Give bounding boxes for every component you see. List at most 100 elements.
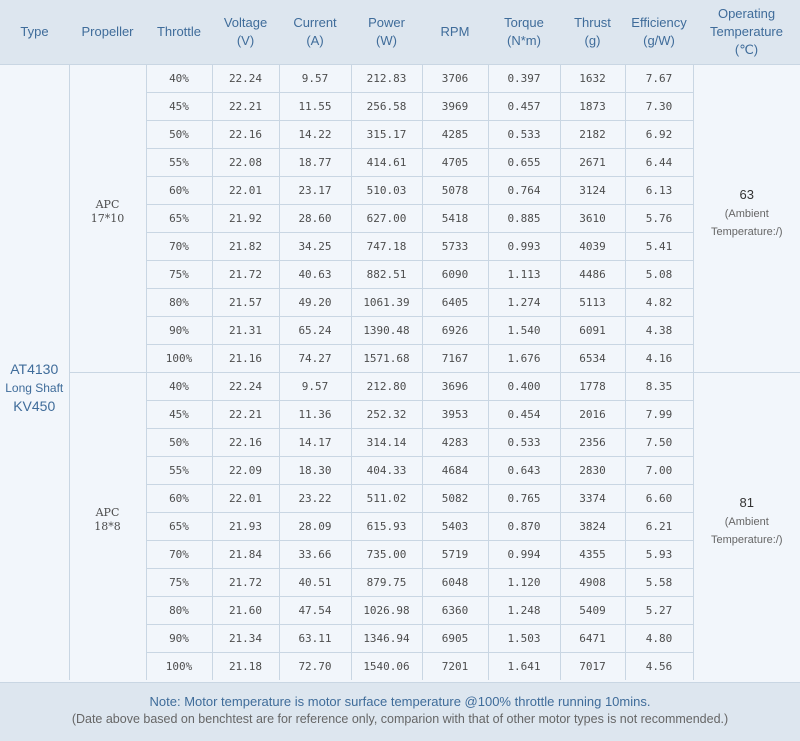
- header-current: Current (A): [279, 0, 351, 65]
- thrust-cell: 2671: [559, 148, 625, 177]
- table-row: 100% 21.16 74.27 1571.68 7167 1.676 6534 4.16: [0, 344, 800, 373]
- torque-cell: 1.274: [487, 288, 560, 317]
- current-cell: 23.17: [278, 176, 351, 205]
- torque-cell: 0.764: [487, 176, 560, 205]
- rpm-cell: 6926: [421, 316, 488, 345]
- thrust-cell: 5113: [559, 288, 625, 317]
- power-cell: 1571.68: [350, 344, 422, 373]
- throttle-cell: 70%: [145, 540, 212, 569]
- temperature-value: 63: [739, 187, 754, 202]
- rpm-cell: 6048: [421, 568, 488, 597]
- throttle-cell: 55%: [145, 456, 212, 485]
- voltage-cell: 22.21: [211, 400, 279, 429]
- power-cell: 212.80: [350, 372, 422, 401]
- current-cell: 40.63: [278, 260, 351, 289]
- temperature-note: (Ambient: [724, 208, 769, 220]
- current-cell: 33.66: [278, 540, 351, 569]
- header-type: Type: [0, 0, 69, 65]
- torque-cell: 0.765: [487, 484, 560, 513]
- voltage-cell: 22.09: [211, 456, 279, 485]
- footer-note: Note: Motor temperature is motor surface…: [149, 694, 651, 709]
- line: Throttle: [156, 24, 202, 39]
- rpm-cell: 3706: [421, 64, 488, 93]
- efficiency-cell: 6.21: [624, 512, 693, 541]
- efficiency-cell: 7.50: [624, 428, 693, 457]
- thrust-cell: 3124: [559, 176, 625, 205]
- header-power: Power (W): [351, 0, 422, 65]
- line: (V): [236, 33, 255, 48]
- rpm-cell: 4283: [421, 428, 488, 457]
- torque-cell: 0.533: [487, 120, 560, 149]
- voltage-cell: 21.93: [211, 512, 279, 541]
- power-cell: 1390.48: [350, 316, 422, 345]
- torque-cell: 0.454: [487, 400, 560, 429]
- current-cell: 11.36: [278, 400, 351, 429]
- current-cell: 18.30: [278, 456, 351, 485]
- rpm-cell: 5082: [421, 484, 488, 513]
- throttle-cell: 60%: [145, 484, 212, 513]
- current-cell: 47.54: [278, 596, 351, 625]
- torque-cell: 1.676: [487, 344, 560, 373]
- power-cell: 1061.39: [350, 288, 422, 317]
- torque-cell: 0.397: [487, 64, 560, 93]
- voltage-cell: 21.18: [211, 652, 279, 680]
- efficiency-cell: 7.00: [624, 456, 693, 485]
- voltage-cell: 21.34: [211, 624, 279, 653]
- throttle-cell: 65%: [145, 204, 212, 233]
- torque-cell: 1.113: [487, 260, 560, 289]
- voltage-cell: 22.16: [211, 120, 279, 149]
- torque-cell: 0.993: [487, 232, 560, 261]
- motor-type-line: KV450: [13, 398, 56, 414]
- throttle-cell: 80%: [145, 596, 212, 625]
- temperature-value: 81: [739, 495, 754, 510]
- torque-cell: 1.248: [487, 596, 560, 625]
- efficiency-cell: 6.60: [624, 484, 693, 513]
- throttle-cell: 45%: [145, 400, 212, 429]
- current-cell: 74.27: [278, 344, 351, 373]
- rpm-cell: 5719: [421, 540, 488, 569]
- efficiency-cell: 4.16: [624, 344, 693, 373]
- header-propeller: Propeller: [69, 0, 146, 65]
- efficiency-cell: 8.35: [624, 372, 693, 401]
- torque-cell: 0.655: [487, 148, 560, 177]
- motor-type-cell: AT4130 Long Shaft KV450: [0, 64, 69, 680]
- voltage-cell: 21.92: [211, 204, 279, 233]
- propeller-cell: APC 18*8: [68, 372, 146, 680]
- throttle-cell: 65%: [145, 512, 212, 541]
- rpm-cell: 3953: [421, 400, 488, 429]
- current-cell: 65.24: [278, 316, 351, 345]
- throttle-cell: 70%: [145, 232, 212, 261]
- torque-cell: 0.994: [487, 540, 560, 569]
- efficiency-cell: 6.44: [624, 148, 693, 177]
- table-row: 100% 21.18 72.70 1540.06 7201 1.641 7017 4.56: [0, 652, 800, 680]
- power-cell: 1346.94: [350, 624, 422, 653]
- throttle-cell: 75%: [145, 568, 212, 597]
- table-body: AT4130 Long Shaft KV450 APC 17*10 40% 22.24 9.5…: [0, 64, 800, 680]
- thrust-cell: 1632: [559, 64, 625, 93]
- throttle-cell: 55%: [145, 148, 212, 177]
- line: (℃): [734, 42, 759, 57]
- voltage-cell: 21.31: [211, 316, 279, 345]
- performance-table: Type Propeller Throttle Voltage (V) Current (A…: [0, 0, 800, 680]
- rpm-cell: 5418: [421, 204, 488, 233]
- current-cell: 9.57: [278, 372, 351, 401]
- voltage-cell: 22.16: [211, 428, 279, 457]
- line: Torque: [504, 15, 544, 30]
- table-row: 60% 22.01 23.22 511.02 5082 0.765 3374 6.60: [0, 484, 800, 513]
- temperature-note: Temperature:/): [710, 534, 783, 546]
- line: Temperature: [710, 24, 783, 39]
- throttle-cell: 75%: [145, 260, 212, 289]
- throttle-cell: 80%: [145, 288, 212, 317]
- rpm-cell: 5078: [421, 176, 488, 205]
- table-row: 45% 22.21 11.55 256.58 3969 0.457 1873 7.30: [0, 92, 800, 121]
- throttle-cell: 40%: [145, 64, 212, 93]
- torque-cell: 1.503: [487, 624, 560, 653]
- efficiency-cell: 5.58: [624, 568, 693, 597]
- power-cell: 879.75: [350, 568, 422, 597]
- thrust-cell: 2182: [559, 120, 625, 149]
- torque-cell: 1.641: [487, 652, 560, 680]
- motor-type-line: AT4130: [10, 361, 59, 377]
- throttle-cell: 60%: [145, 176, 212, 205]
- temperature-cell: 63 (Ambient Temperature:/): [692, 64, 800, 373]
- voltage-cell: 22.24: [211, 64, 279, 93]
